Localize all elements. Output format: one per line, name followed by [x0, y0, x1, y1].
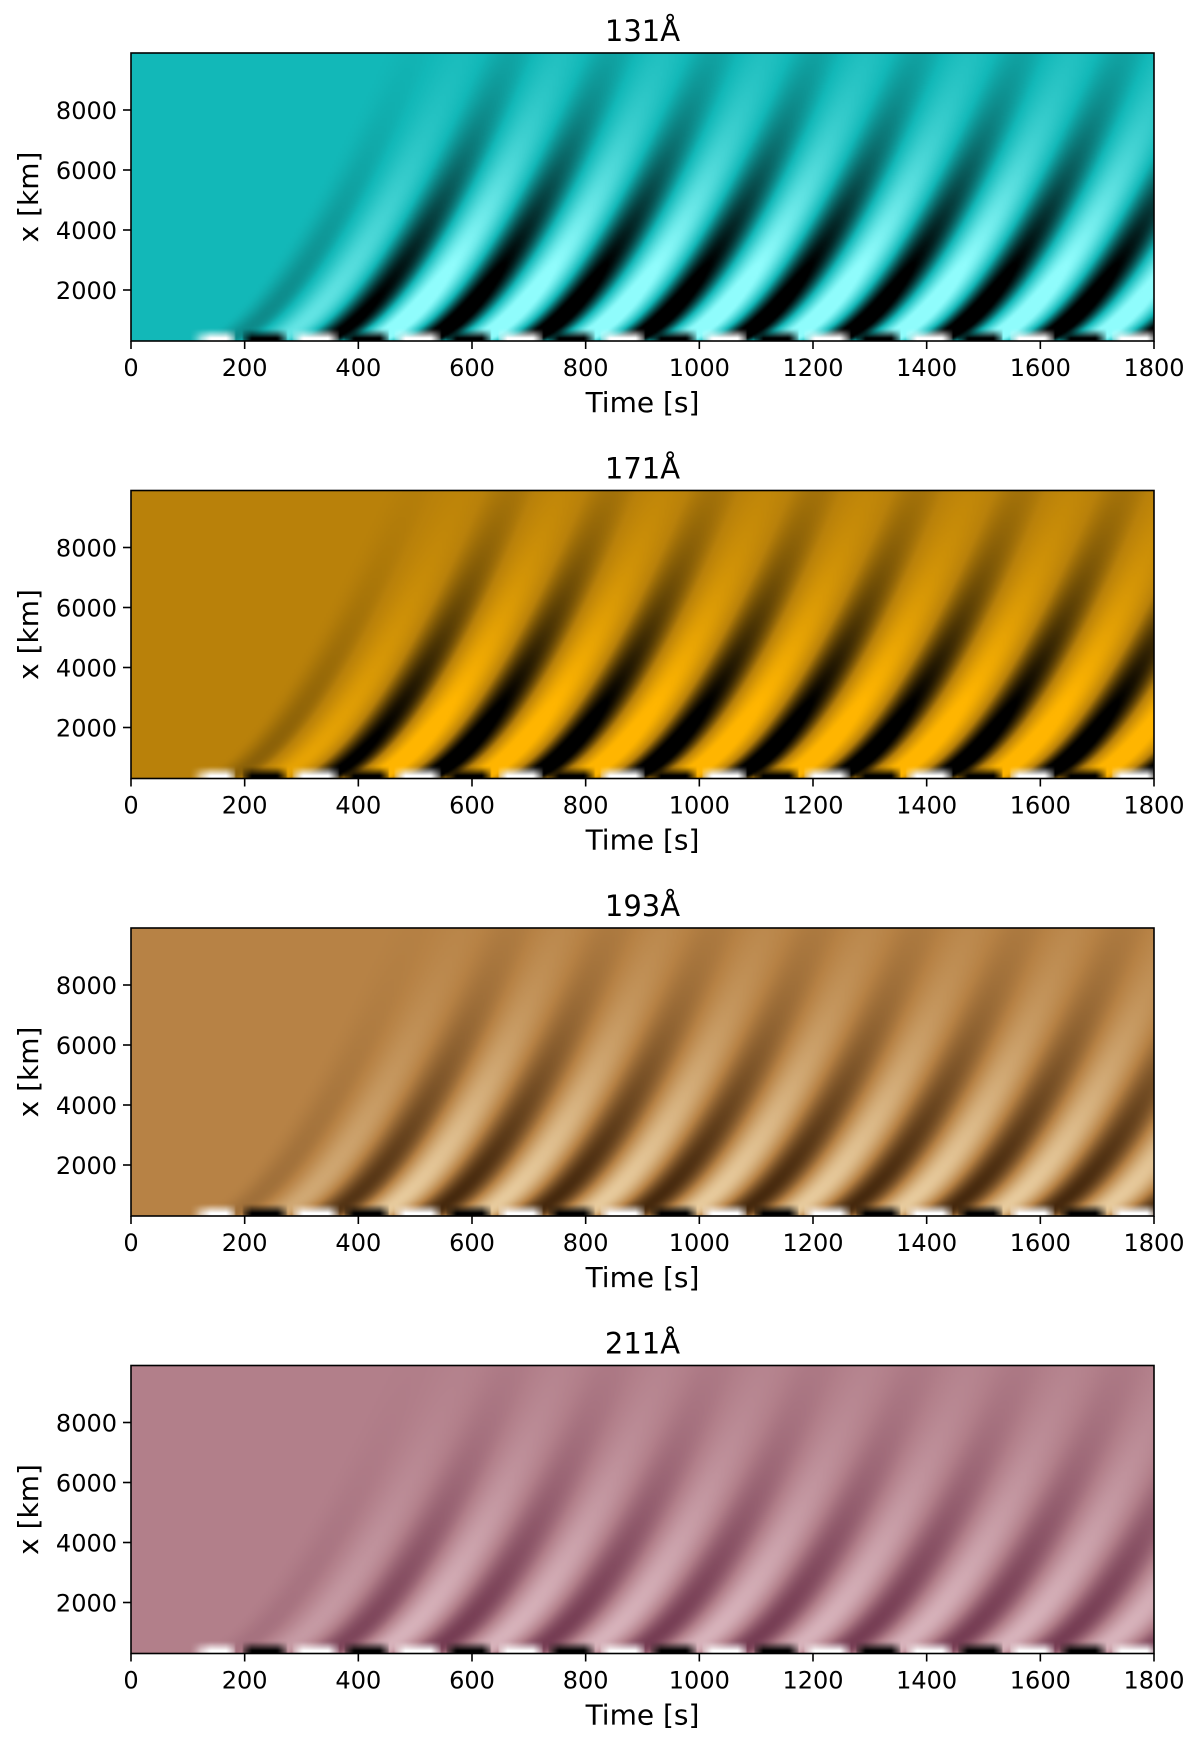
y-tick-label: 8000 — [56, 1410, 117, 1438]
panel-193: 193Å Time [s] x [km] 0 200 400 600 800 1000 12… — [12, 889, 1185, 1294]
x-tick-label: 1800 — [1123, 354, 1184, 382]
x-axis-label: Time [s] — [585, 824, 700, 857]
x-tick-label: 1600 — [1010, 1229, 1071, 1257]
y-tick-label: 6000 — [56, 1470, 117, 1498]
x-tick-label: 1000 — [669, 792, 730, 820]
x-tick-label: 800 — [563, 1667, 609, 1695]
panel-131: 131Å Time [s] x [km] 0 200 400 600 800 1000 12… — [12, 14, 1185, 419]
y-axis-label: x [km] — [12, 1464, 45, 1555]
y-tick-label: 2000 — [56, 1590, 117, 1618]
plot-frame — [130, 927, 1155, 1217]
plot-frame — [130, 52, 1155, 342]
x-tick-label: 0 — [123, 1229, 138, 1257]
x-tick-label: 1400 — [896, 792, 957, 820]
y-tick-label: 6000 — [56, 157, 117, 185]
x-tick-label: 1000 — [669, 354, 730, 382]
heatmap-image — [131, 490, 1154, 779]
x-tick-label: 400 — [335, 792, 381, 820]
y-tick-label: 4000 — [56, 1530, 117, 1558]
x-tick-label: 400 — [335, 1667, 381, 1695]
y-tick-label: 4000 — [56, 655, 117, 683]
x-tick-label: 1800 — [1123, 792, 1184, 820]
x-tick-label: 1200 — [782, 792, 843, 820]
x-tick-label: 200 — [222, 354, 268, 382]
x-tick-label: 1600 — [1010, 792, 1071, 820]
x-tick-label: 800 — [563, 792, 609, 820]
y-tick-label: 8000 — [56, 97, 117, 125]
x-tick-label: 1000 — [669, 1229, 730, 1257]
x-tick-label: 1800 — [1123, 1667, 1184, 1695]
y-axis-label: x [km] — [12, 589, 45, 680]
panel-title: 193Å — [605, 889, 680, 923]
x-axis-label: Time [s] — [585, 1699, 700, 1732]
x-tick-label: 1200 — [782, 354, 843, 382]
panel-211: 211Å Time [s] x [km] 0 200 400 600 800 1000 12… — [12, 1327, 1185, 1732]
x-tick-label: 800 — [563, 1229, 609, 1257]
y-tick-label: 8000 — [56, 972, 117, 1000]
y-tick-label: 6000 — [56, 595, 117, 623]
y-axis-label: x [km] — [12, 152, 45, 243]
heatmap-image — [131, 53, 1154, 341]
x-tick-label: 0 — [123, 1667, 138, 1695]
panel-title: 171Å — [605, 452, 680, 486]
y-tick-label: 2000 — [56, 1152, 117, 1180]
x-tick-label: 0 — [123, 354, 138, 382]
panel-171: 171Å Time [s] x [km] 0 200 400 600 800 1000 12… — [12, 452, 1185, 857]
x-tick-label: 1000 — [669, 1667, 730, 1695]
x-tick-label: 1400 — [896, 1667, 957, 1695]
x-tick-label: 800 — [563, 354, 609, 382]
y-tick-label: 2000 — [56, 715, 117, 743]
y-axis-label: x [km] — [12, 1027, 45, 1118]
x-axis-label: Time [s] — [585, 1261, 700, 1294]
y-tick-label: 6000 — [56, 1032, 117, 1060]
x-tick-label: 200 — [222, 1229, 268, 1257]
x-axis-label: Time [s] — [585, 386, 700, 419]
heatmap-image — [131, 928, 1154, 1216]
y-tick-label: 4000 — [56, 1092, 117, 1120]
y-tick-label: 8000 — [56, 535, 117, 563]
x-tick-label: 200 — [222, 792, 268, 820]
panel-title: 211Å — [605, 1327, 680, 1361]
x-tick-label: 600 — [449, 1667, 495, 1695]
y-tick-label: 2000 — [56, 277, 117, 305]
x-tick-label: 600 — [449, 1229, 495, 1257]
panel-title: 131Å — [605, 14, 680, 48]
x-tick-label: 400 — [335, 354, 381, 382]
x-tick-label: 1400 — [896, 354, 957, 382]
x-tick-label: 600 — [449, 792, 495, 820]
x-tick-label: 400 — [335, 1229, 381, 1257]
y-tick-label: 4000 — [56, 217, 117, 245]
x-tick-label: 1800 — [1123, 1229, 1184, 1257]
x-tick-label: 200 — [222, 1667, 268, 1695]
x-tick-label: 600 — [449, 354, 495, 382]
x-tick-label: 1600 — [1010, 354, 1071, 382]
plot-frame — [130, 489, 1155, 780]
x-tick-label: 1200 — [782, 1229, 843, 1257]
x-tick-label: 0 — [123, 792, 138, 820]
heatmap-image — [131, 1365, 1154, 1654]
x-tick-label: 1200 — [782, 1667, 843, 1695]
x-tick-label: 1400 — [896, 1229, 957, 1257]
x-tick-label: 1600 — [1010, 1667, 1071, 1695]
plot-frame — [130, 1364, 1155, 1655]
